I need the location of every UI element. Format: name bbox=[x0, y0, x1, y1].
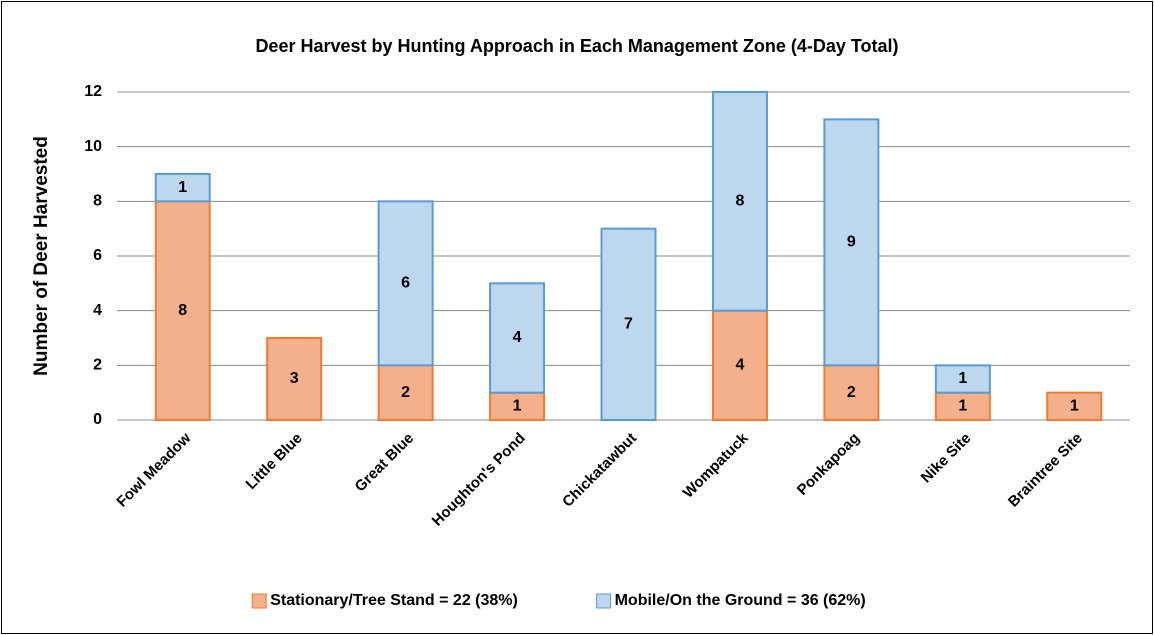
legend-swatch bbox=[596, 593, 612, 609]
bar-segment bbox=[711, 91, 768, 312]
y-tick-label: 12 bbox=[84, 83, 102, 100]
data-label: 9 bbox=[847, 234, 856, 251]
bar-segment bbox=[1046, 391, 1103, 421]
y-tick-label: 6 bbox=[93, 247, 102, 264]
data-label: 1 bbox=[958, 398, 967, 415]
y-tick-label: 8 bbox=[93, 193, 102, 210]
data-label: 7 bbox=[624, 316, 633, 333]
data-label: 1 bbox=[1070, 398, 1079, 415]
data-label: 8 bbox=[735, 193, 744, 210]
data-label: 1 bbox=[513, 398, 522, 415]
legend-label: Stationary/Tree Stand = 22 (38%) bbox=[270, 592, 518, 609]
bar-segment bbox=[154, 200, 211, 421]
data-label: 4 bbox=[513, 329, 522, 346]
bar-segment bbox=[600, 227, 657, 421]
bar-segment bbox=[489, 282, 546, 394]
y-tick-label: 0 bbox=[93, 411, 102, 428]
legend-swatch bbox=[251, 593, 267, 609]
data-label: 4 bbox=[735, 357, 744, 374]
legend-label: Mobile/On the Ground = 36 (62%) bbox=[615, 592, 866, 609]
chart-title: Deer Harvest by Hunting Approach in Each… bbox=[255, 36, 898, 56]
y-tick-label: 2 bbox=[93, 357, 102, 374]
y-axis-title: Number of Deer Harvested bbox=[31, 136, 52, 376]
bar-segment bbox=[934, 364, 991, 394]
y-tick-label: 4 bbox=[93, 302, 102, 319]
data-label: 6 bbox=[401, 275, 410, 292]
bar-segment bbox=[266, 337, 323, 421]
data-label: 8 bbox=[178, 302, 187, 319]
bar-segment bbox=[377, 200, 434, 367]
data-label: 3 bbox=[290, 370, 299, 387]
bar-segment bbox=[154, 173, 211, 203]
bar-segment bbox=[823, 364, 880, 422]
data-label: 1 bbox=[178, 179, 187, 196]
data-label: 2 bbox=[847, 384, 856, 401]
bar-segment bbox=[377, 364, 434, 422]
data-label: 2 bbox=[401, 384, 410, 401]
y-tick-label: 10 bbox=[84, 138, 102, 155]
bar-segment bbox=[823, 118, 880, 367]
data-label: 1 bbox=[958, 370, 967, 387]
